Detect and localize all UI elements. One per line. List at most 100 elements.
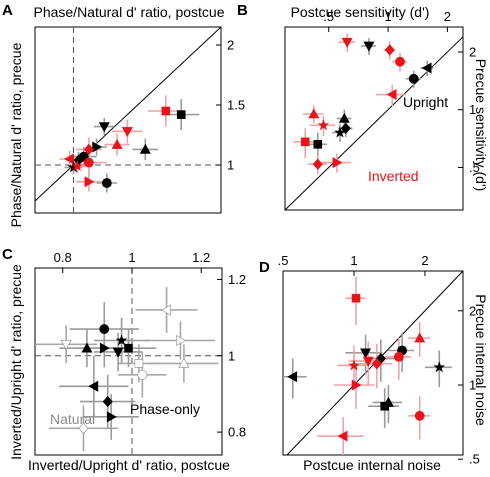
panel-d-y-ticks: 21.5: [458, 303, 480, 467]
panel-d-letter: D: [259, 259, 270, 276]
panel-c-x-ticks: 0.8 1 1.2: [54, 250, 210, 273]
panel-b-plot-area: [284, 26, 464, 211]
panel-c-x-tick-label: 0.8: [54, 250, 72, 265]
panel-c-data-point: [178, 357, 190, 368]
panel-a-data-point: [64, 153, 74, 165]
panel-c-data-point: [112, 347, 124, 358]
panel-d-y-tick-label: 2: [469, 303, 476, 318]
panel-c-data-point: [134, 359, 144, 368]
panel-c-data-point: [99, 324, 110, 334]
panel-a-data-point: [92, 141, 103, 153]
panel-d-plot-area: [282, 270, 464, 456]
panel-b: B Postcue sensitivity (d') Precue sensit…: [237, 2, 489, 211]
panel-b-data-point: [408, 73, 419, 84]
panel-c-data-point: [115, 334, 128, 346]
panel-c-y-label: Inverted/Upright d' ratio, precue: [8, 264, 24, 460]
panel-b-data-point: [312, 158, 323, 170]
panel-b-data-point: [338, 112, 350, 123]
panel-b-data-point: [363, 41, 375, 52]
panel-b-reference-line: [284, 36, 464, 211]
panel-a-data-point: [176, 110, 186, 119]
panel-b-data-point: [384, 44, 395, 56]
panel-a-data-point: [98, 122, 110, 133]
panel-a-y-label: Phase/Natural d' ratio, precue: [8, 42, 24, 227]
panel-d-data-point: [348, 359, 360, 371]
panel-b-data-point: [386, 89, 397, 101]
panel-a-frame: [34, 26, 222, 214]
panel-c-y-tick-label: 0.8: [228, 425, 246, 440]
panel-d-data-point: [414, 410, 425, 421]
panel-b-title: Postcue sensitivity (d'): [291, 4, 430, 20]
panel-a-letter: A: [2, 2, 13, 19]
panel-a-data-point: [83, 157, 94, 168]
panel-a-data-point: [101, 178, 112, 188]
panel-c: C Inverted/Upright d' ratio, precue Inve…: [2, 246, 246, 473]
panel-a-data-point: [139, 143, 151, 154]
panel-b-data-point: [300, 137, 310, 147]
panel-d-data-point: [351, 293, 361, 303]
panel-a-y-ticks: 21.51: [216, 38, 245, 173]
panel-c-data-point: [176, 335, 187, 347]
panel-c-frame: [34, 267, 223, 456]
panel-a: A Phase/Natural d' ratio, postcue Phase/…: [2, 2, 245, 227]
panel-b-x-tick-label: 2: [444, 9, 451, 24]
panel-b-y-ticks: 21.5: [458, 44, 480, 175]
panel-b-data-point: [395, 56, 405, 67]
panel-a-data-point: [121, 127, 133, 138]
panel-d-y-label: Precue internal noise: [473, 294, 489, 426]
panel-b-y-tick-label: 2: [469, 44, 476, 59]
panel-b-x-tick-label: 1: [384, 9, 391, 24]
panel-c-annotation-natural: Natural: [50, 411, 95, 427]
panel-b-data-point: [332, 157, 343, 169]
panel-d-x-tick-label: .5: [278, 253, 289, 268]
panel-c-data-point: [88, 380, 99, 392]
panel-b-annotation-upright: Upright: [403, 94, 448, 110]
panel-b-data-point: [421, 62, 432, 74]
panel-c-x-tick-label: 1: [128, 250, 135, 265]
panel-d-x-tick-label: 1: [350, 253, 357, 268]
panel-b-x-ticks: .5 1 2: [323, 9, 451, 32]
panel-c-data-point: [137, 369, 148, 380]
panel-d-data-point: [362, 356, 374, 367]
panel-c-y-tick-label: 1.2: [228, 272, 246, 287]
panel-a-y-tick-label: 2: [227, 38, 234, 53]
panel-d-y-tick-label: 1: [469, 377, 476, 392]
panel-c-data-point: [102, 395, 113, 408]
panel-b-y-tick-label: 1: [469, 102, 476, 117]
panel-b-data-point: [317, 119, 330, 131]
panel-a-data-point: [84, 176, 95, 188]
panel-b-x-tick-label: .5: [323, 9, 334, 24]
panel-b-data-point: [341, 37, 353, 48]
panel-b-frame: [284, 26, 464, 211]
panel-d-x-label: Postcue internal noise: [303, 457, 441, 473]
panel-b-y-label: Precue sensitivity (d'): [473, 59, 489, 192]
panel-a-plot-area: [34, 26, 222, 214]
panel-a-data-point: [111, 138, 123, 149]
panel-d-data-point: [433, 361, 446, 373]
panel-a-y-tick-label: 1: [227, 158, 234, 173]
panel-a-title: Phase/Natural d' ratio, postcue: [33, 4, 224, 20]
panel-d: D Precue internal noise Postcue internal…: [259, 253, 489, 473]
panel-b-data-point: [308, 108, 320, 119]
panel-c-data-point: [60, 340, 72, 350]
panel-c-x-tick-label: 1.2: [192, 250, 210, 265]
panel-a-data-point: [71, 160, 84, 172]
panel-c-plot-area: [34, 267, 223, 456]
panel-d-data-point: [380, 401, 390, 411]
panel-d-data-point: [337, 430, 348, 442]
panel-d-data-point: [287, 371, 298, 383]
panel-c-data-point: [81, 342, 93, 353]
panel-a-y-tick-label: 1.5: [227, 98, 245, 113]
panel-d-data-point: [371, 358, 382, 370]
panel-d-data-point: [393, 352, 404, 362]
panel-c-letter: C: [2, 246, 13, 263]
panel-d-data-point: [360, 348, 372, 359]
panel-c-data-point: [124, 343, 133, 353]
panel-d-y-tick-label: .5: [469, 452, 480, 467]
panel-d-frame: [282, 270, 464, 456]
panel-a-data-point: [161, 106, 171, 116]
panel-b-letter: B: [237, 2, 248, 19]
panel-a-reference-line: [34, 26, 222, 202]
panel-d-data-point: [351, 379, 362, 391]
